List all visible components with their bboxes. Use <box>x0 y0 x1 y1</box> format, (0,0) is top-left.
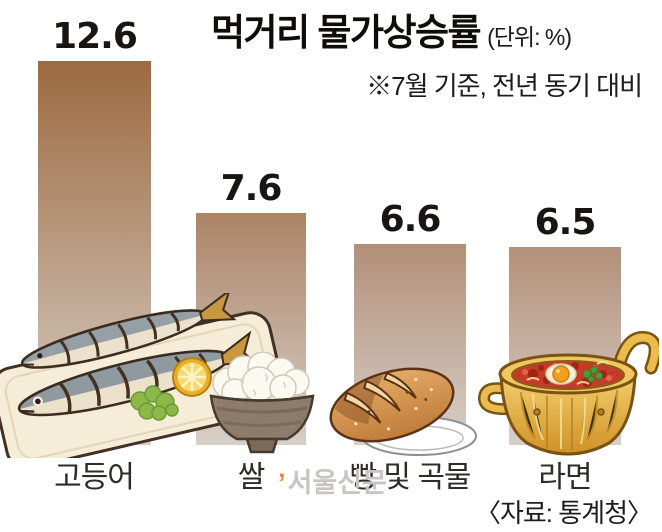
chart-subtitle: ※7월 기준, 전년 동기 대비 <box>366 71 643 101</box>
bar-value-label-bread: 6.6 <box>379 199 442 241</box>
bar-value-label-ramen: 6.5 <box>534 202 597 244</box>
chart-title: 먹거리 물가상승률 <box>211 12 482 53</box>
watermark: ’서울신문 <box>278 461 387 500</box>
bar-value-label-rice: 7.6 <box>220 168 283 210</box>
category-label-bread: 빵 및 곡물 <box>349 461 471 494</box>
bread-loaf-illustration-icon <box>329 367 477 456</box>
watermark-quote-icon: ’ <box>278 468 286 498</box>
category-label-mackerel: 고등어 <box>54 461 135 494</box>
category-label-ramen: 라면 <box>538 461 592 494</box>
chart-unit-label: (단위: %) <box>487 24 572 50</box>
category-label-rice: 쌀 <box>237 461 266 494</box>
ramen-pot-illustration-icon <box>477 331 659 456</box>
watermark-text: 서울신문 <box>287 468 387 498</box>
chart-header: 먹거리 물가상승률 (단위: %) <box>211 2 572 56</box>
grilled-mackerel-illustration-icon <box>0 293 286 458</box>
rice-bowl-illustration-icon <box>209 352 315 454</box>
source-label: 〈자료: 통계청〉 <box>474 498 653 528</box>
bar-value-label-mackerel: 12.6 <box>52 16 138 58</box>
